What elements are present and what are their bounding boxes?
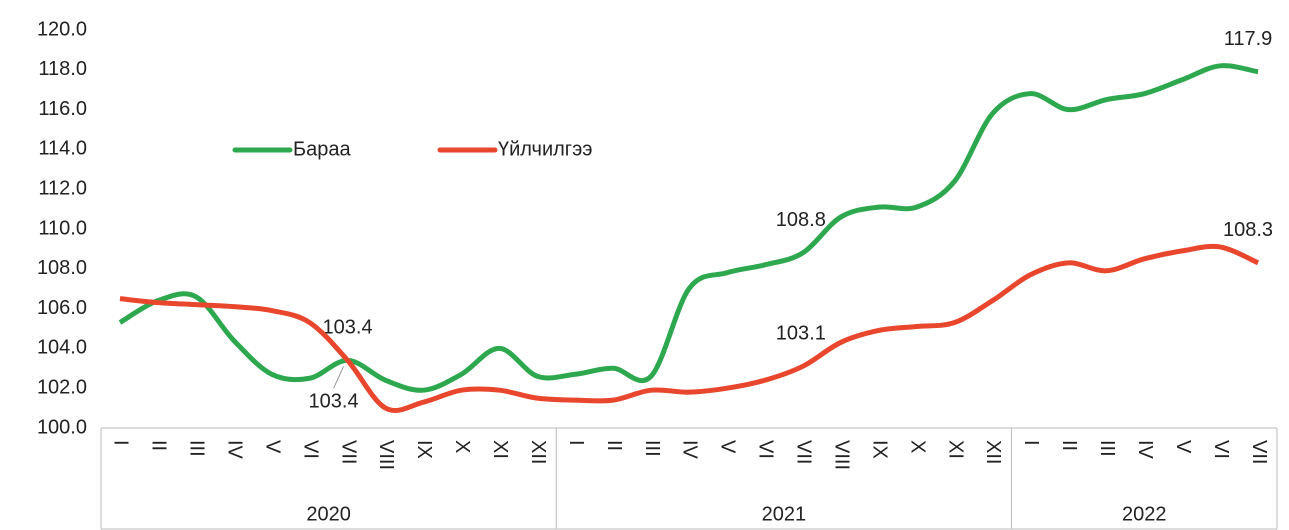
line-series [118,63,1259,393]
x-tick-label: VI [755,440,777,459]
x-tick-label: IV [223,440,245,460]
legend-label: Үйлчилгээ [498,138,593,160]
x-tick-label: XI [489,440,511,459]
y-tick-label: 118.0 [38,58,87,80]
x-tick-label: X [906,440,928,453]
x-tick-label: XII [982,440,1004,464]
x-tick-label: I [1020,440,1042,446]
x-tick-label: X [451,440,473,453]
y-tick-label: 106.0 [37,297,87,319]
x-tick-label: III [641,440,663,457]
data-label: 117.9 [1224,28,1273,50]
x-tick-label: V [717,440,739,454]
x-tick-label: II [1058,440,1080,451]
x-tick-label: V [1172,440,1194,454]
x-tick-label: IV [679,440,701,460]
legend-label: Бараа [293,138,351,160]
y-tick-label: 120.0 [37,18,87,40]
y-tick-label: 112.0 [38,177,87,199]
x-tick-label: IX [868,440,890,459]
data-label: 103.4 [323,317,373,339]
x-tick-label: III [1096,440,1118,457]
x-tick-label: VIII [830,440,852,470]
data-label: 103.4 [309,391,359,413]
x-tick-label: V [261,440,283,454]
x-tick-label: VII [337,440,359,464]
x-tick-label: VII [1248,440,1270,464]
x-group-label: 2020 [306,503,351,525]
data-label: 108.8 [776,209,826,231]
x-tick-label: III [186,440,208,457]
x-tick-label: XII [527,440,549,464]
x-tick-label: I [110,440,132,446]
x-tick-label: I [565,440,587,446]
x-tick-label: VI [299,440,321,459]
x-group-label: 2021 [762,503,807,525]
x-tick-label: IX [413,440,435,459]
y-tick-label: 102.0 [37,376,87,398]
x-tick-label: VIII [375,440,397,470]
x-tick-label: IV [1134,440,1156,460]
x-tick-label: XI [944,440,966,459]
y-tick-label: 110.0 [38,217,87,239]
x-tick-label: VI [1210,440,1232,459]
y-tick-label: 104.0 [37,337,87,359]
y-tick-label: 116.0 [38,98,87,120]
y-tick-label: 100.0 [37,416,87,438]
y-tick-label: 114.0 [38,138,87,160]
x-tick-label: VII [793,440,815,464]
leader-line [333,366,345,389]
data-label: 108.3 [1223,219,1273,241]
x-tick-label: II [603,440,625,451]
line-series [119,243,1260,414]
x-tick-label: II [148,440,170,451]
data-label: 103.1 [776,323,826,345]
x-group-label: 2022 [1122,503,1167,525]
y-tick-label: 108.0 [37,257,87,279]
